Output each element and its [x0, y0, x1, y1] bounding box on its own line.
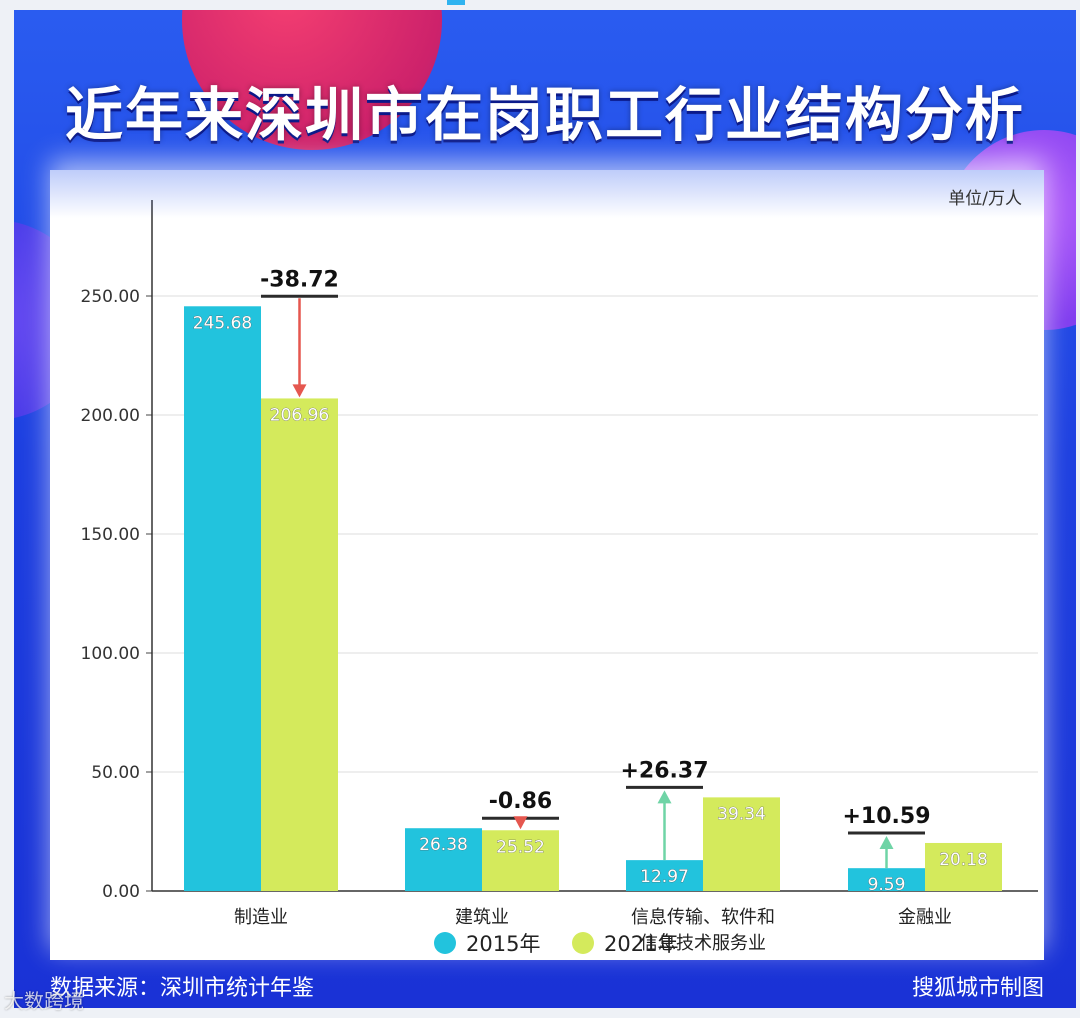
legend-swatch-2021 [572, 932, 594, 954]
change-arrow-head [513, 816, 528, 830]
top-accent-mark [447, 0, 465, 5]
category-label: 信息技术服务业 [640, 933, 766, 954]
unit-label: 单位/万人 [948, 189, 1022, 209]
watermark: 大数跨境 [4, 989, 84, 1013]
legend-item-2021: 2021年 [572, 928, 678, 958]
y-tick-label: 250.00 [81, 287, 140, 307]
change-label: -0.86 [489, 789, 552, 814]
chart-credit: 搜狐城市制图 [911, 976, 1044, 1001]
change-arrow-head [879, 835, 894, 849]
panel-top-gradient [50, 170, 1044, 218]
data-label-2021: 20.18 [939, 850, 988, 870]
change-label: -38.72 [260, 267, 339, 292]
category-label: 金融业 [898, 907, 952, 928]
legend-item-2015: 2015年 [434, 928, 540, 958]
axes: 0.0050.00100.00150.00200.00250.00制造业 建筑业信… [81, 200, 1038, 954]
change-arrow-head [292, 384, 307, 398]
change-label: +26.37 [620, 758, 708, 783]
data-source: 数据来源：深圳市统计年鉴 [50, 976, 315, 1001]
data-label-2015: 245.68 [193, 313, 252, 333]
y-tick-label: 150.00 [81, 525, 140, 545]
infographic-frame: 近年来深圳市在岗职工行业结构分析 0.00 50.00 100.00 150.00 20… [14, 10, 1076, 1008]
chart-title: 近年来深圳市在岗职工行业结构分析 [64, 81, 1025, 149]
data-label-2015: 26.38 [419, 835, 468, 855]
legend-label-2015: 2015年 [466, 932, 541, 956]
legend-swatch-2015 [434, 932, 456, 954]
chart-panel: 0.00 50.00 100.00 150.00 200.00 250.00 制造业 建筑业信… [50, 170, 1044, 960]
change-annotations: -38.72 -0.86 +26.37 +10.59 [260, 267, 931, 869]
bar-2015 [848, 868, 925, 891]
data-label-2021: 206.96 [270, 405, 329, 425]
bar-2015 [184, 306, 261, 891]
bar-2015 [405, 828, 482, 891]
data-label-2015: 9.59 [868, 875, 906, 895]
legend-label-2021: 2021年 [604, 932, 679, 956]
category-label: 建筑业 [455, 907, 509, 928]
data-label-2021: 25.52 [496, 837, 545, 857]
y-tick-label: 50.00 [91, 763, 140, 783]
data-label-2021: 39.34 [717, 804, 766, 824]
category-label: 信息传输、软件和 [631, 907, 775, 928]
category-label: 制造业 [234, 907, 288, 928]
bar-2021 [261, 398, 338, 891]
y-tick-label: 200.00 [81, 406, 140, 426]
bar-chart: 0.0050.00100.00150.00200.00250.00制造业 建筑业信… [81, 200, 1038, 954]
labels: 245.68 206.96 26.38 25.52 12.97 39.34 9.59 20.1… [192, 313, 988, 895]
bar-2021 [482, 830, 559, 891]
change-arrow-head [657, 790, 672, 804]
data-label-2015: 12.97 [640, 867, 689, 887]
y-tick-label: 100.00 [81, 644, 140, 664]
bar-2021 [925, 842, 1002, 891]
y-tick-label: 0.00 [102, 882, 140, 902]
bar-2015 [626, 860, 703, 891]
change-label: +10.59 [842, 804, 930, 829]
bar-2021 [703, 797, 780, 891]
bars [184, 306, 1002, 891]
